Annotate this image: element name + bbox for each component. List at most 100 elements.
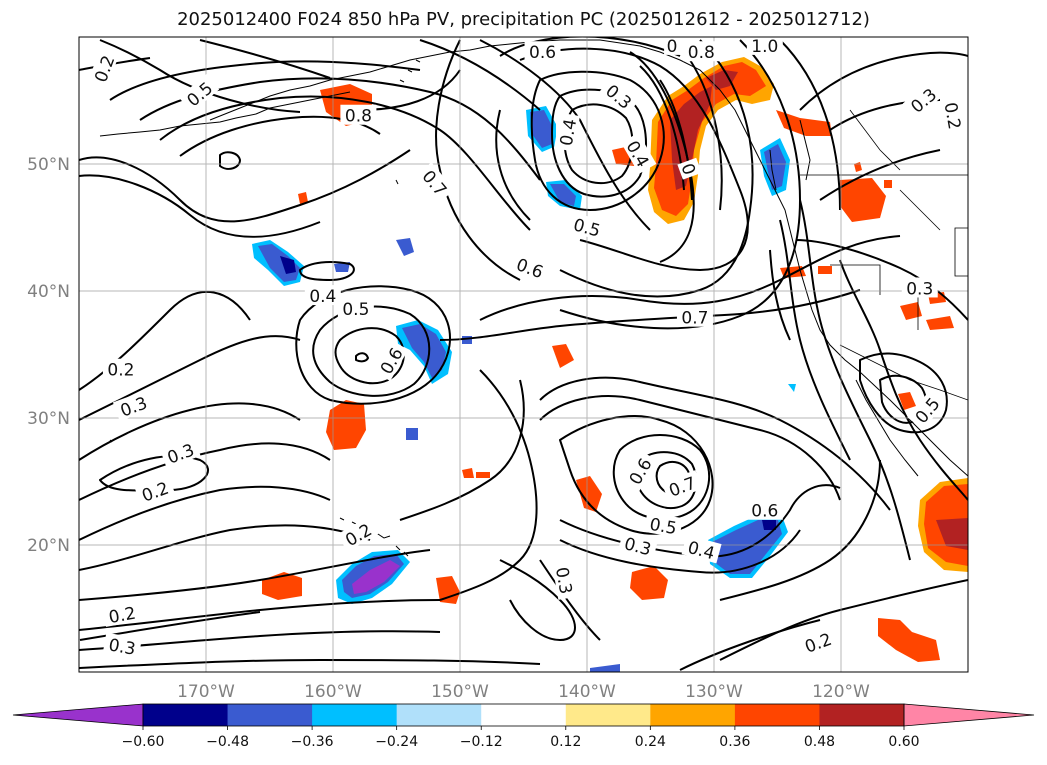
contour-label-bg bbox=[681, 534, 722, 564]
contour-label-bg bbox=[621, 450, 658, 492]
contour-label-bg bbox=[746, 499, 783, 520]
contour-label: 0.3 bbox=[102, 632, 142, 660]
colorbar-tick-label: 0.12 bbox=[550, 734, 581, 750]
contour-label-bg bbox=[87, 48, 120, 89]
colorbar-segment bbox=[312, 704, 398, 726]
contour-label-bg bbox=[599, 76, 640, 116]
lon-tick-label: 160°W bbox=[304, 682, 362, 702]
contour-label-bg bbox=[552, 560, 579, 600]
colorbar-frame bbox=[142, 703, 905, 727]
colorbar-tick-label: −0.24 bbox=[375, 734, 418, 750]
contour-label: 1.0 bbox=[746, 37, 783, 57]
contour-label-bg bbox=[524, 41, 561, 62]
colorbar-tick-label: 0.24 bbox=[635, 734, 666, 750]
contour-label: 0.2 bbox=[102, 358, 139, 381]
lat-tick-label: 40°N bbox=[27, 282, 70, 302]
contour-label-text: 0.4 bbox=[557, 117, 581, 147]
colorbar bbox=[12, 703, 1035, 727]
colorbar-tick-labels: −0.60 −0.48 −0.36 −0.24 −0.12 0.12 0.24 0.36 0.4… bbox=[122, 726, 920, 750]
contour-label-bg bbox=[134, 475, 176, 507]
contour-label-text: 0.5 bbox=[648, 515, 678, 539]
contour-label-bg bbox=[797, 626, 839, 658]
contour-label: 0 bbox=[664, 37, 681, 57]
colorbar-segment bbox=[650, 704, 736, 726]
colorbar-tick-label: 0.48 bbox=[804, 734, 835, 750]
colorbar-tick-label: −0.36 bbox=[291, 734, 334, 750]
contour-label-bg bbox=[907, 389, 946, 430]
colorbar-segment bbox=[734, 704, 820, 726]
contour-label-bg bbox=[102, 632, 142, 659]
contour-label: 0.3 bbox=[618, 530, 659, 560]
contour-label-bg bbox=[340, 104, 377, 125]
contour-label-bg bbox=[102, 358, 139, 379]
contour-label: 0.6 bbox=[746, 499, 783, 522]
contour-label-bg bbox=[553, 112, 580, 152]
map-frame bbox=[78, 36, 969, 673]
colorbar-segment bbox=[396, 704, 482, 726]
lon-tick-label: 170°W bbox=[177, 682, 235, 702]
contour-label-text: 1.0 bbox=[751, 37, 778, 57]
borders bbox=[800, 109, 968, 401]
contour-label-text: 0.3 bbox=[551, 566, 575, 596]
contour-label-bg bbox=[178, 74, 220, 113]
contour-label-text: 0.6 bbox=[529, 43, 556, 63]
contour-label-bg bbox=[621, 132, 657, 174]
contour-label: 0.6 bbox=[524, 41, 561, 63]
contour-label-text: 0.6 bbox=[751, 502, 778, 522]
contour-label-text: 0.5 bbox=[342, 300, 369, 320]
colorbar-tick-label: −0.60 bbox=[122, 734, 165, 750]
contour-label-bg bbox=[618, 530, 659, 560]
contour-label-bg bbox=[337, 516, 379, 552]
contour-label-bg bbox=[940, 96, 967, 136]
colorbar-segment bbox=[481, 704, 567, 726]
contour-label-text: 0.3 bbox=[906, 279, 933, 299]
pv-contours bbox=[79, 37, 968, 671]
gridlines bbox=[79, 37, 968, 672]
colorbar-segment bbox=[227, 704, 313, 726]
contour-label-text: 0.8 bbox=[345, 107, 372, 127]
contour-label-bg bbox=[337, 297, 374, 318]
lon-tick-label: 140°W bbox=[558, 682, 616, 702]
contour-label-text: 0.8 bbox=[688, 43, 715, 63]
contour-label: 0.2 bbox=[940, 96, 967, 136]
contour-label-bg bbox=[304, 285, 341, 306]
colorbar-tick-label: −0.48 bbox=[206, 734, 249, 750]
contour-label-bg bbox=[902, 80, 944, 119]
contour-label: 0.3 bbox=[551, 560, 579, 600]
contour-label-bg bbox=[683, 41, 720, 62]
colorbar-segment bbox=[565, 704, 651, 726]
contour-label: 0.3 bbox=[901, 277, 938, 299]
contour-label: 0.4 bbox=[553, 112, 581, 152]
lon-tick-label: 130°W bbox=[685, 682, 743, 702]
contour-label-text: 0.4 bbox=[309, 287, 336, 307]
contour-label-text: 0 bbox=[667, 37, 678, 57]
lon-tick-label: 150°W bbox=[431, 682, 489, 702]
contour-label-text: 0.3 bbox=[107, 635, 137, 659]
contour-label: 0.2 bbox=[102, 600, 142, 628]
contour-label-text: 0.2 bbox=[107, 361, 134, 381]
contour-label-bg bbox=[643, 511, 683, 538]
contour-label: 0 bbox=[676, 157, 702, 180]
contour-label-bg bbox=[567, 212, 608, 241]
contour-label-text: 0.7 bbox=[681, 309, 708, 329]
contour-label-text: 0.2 bbox=[940, 101, 964, 131]
colorbar-tick-label: 0.36 bbox=[719, 734, 750, 750]
lon-tick-label: 120°W bbox=[812, 682, 870, 702]
contour-label-bg bbox=[664, 37, 681, 55]
colorbar-segment bbox=[143, 704, 229, 726]
lat-tick-label: 50°N bbox=[27, 155, 70, 175]
contour-label-bg bbox=[661, 470, 703, 502]
colorbar-segment bbox=[819, 704, 905, 726]
contour-label: 0.5 bbox=[337, 297, 374, 320]
coastlines bbox=[99, 39, 968, 557]
contour-label-bg bbox=[159, 437, 201, 469]
contour-label-bg bbox=[509, 251, 551, 283]
contour-label: 0.5 bbox=[643, 511, 683, 539]
contour-label-bg bbox=[676, 306, 713, 327]
colorbar-extend-high bbox=[903, 703, 1035, 727]
colorbar-extend-low bbox=[12, 703, 144, 727]
contour-label-bg bbox=[112, 390, 154, 422]
contour-label: 0.4 bbox=[681, 534, 722, 564]
lat-tick-label: 30°N bbox=[27, 409, 70, 429]
